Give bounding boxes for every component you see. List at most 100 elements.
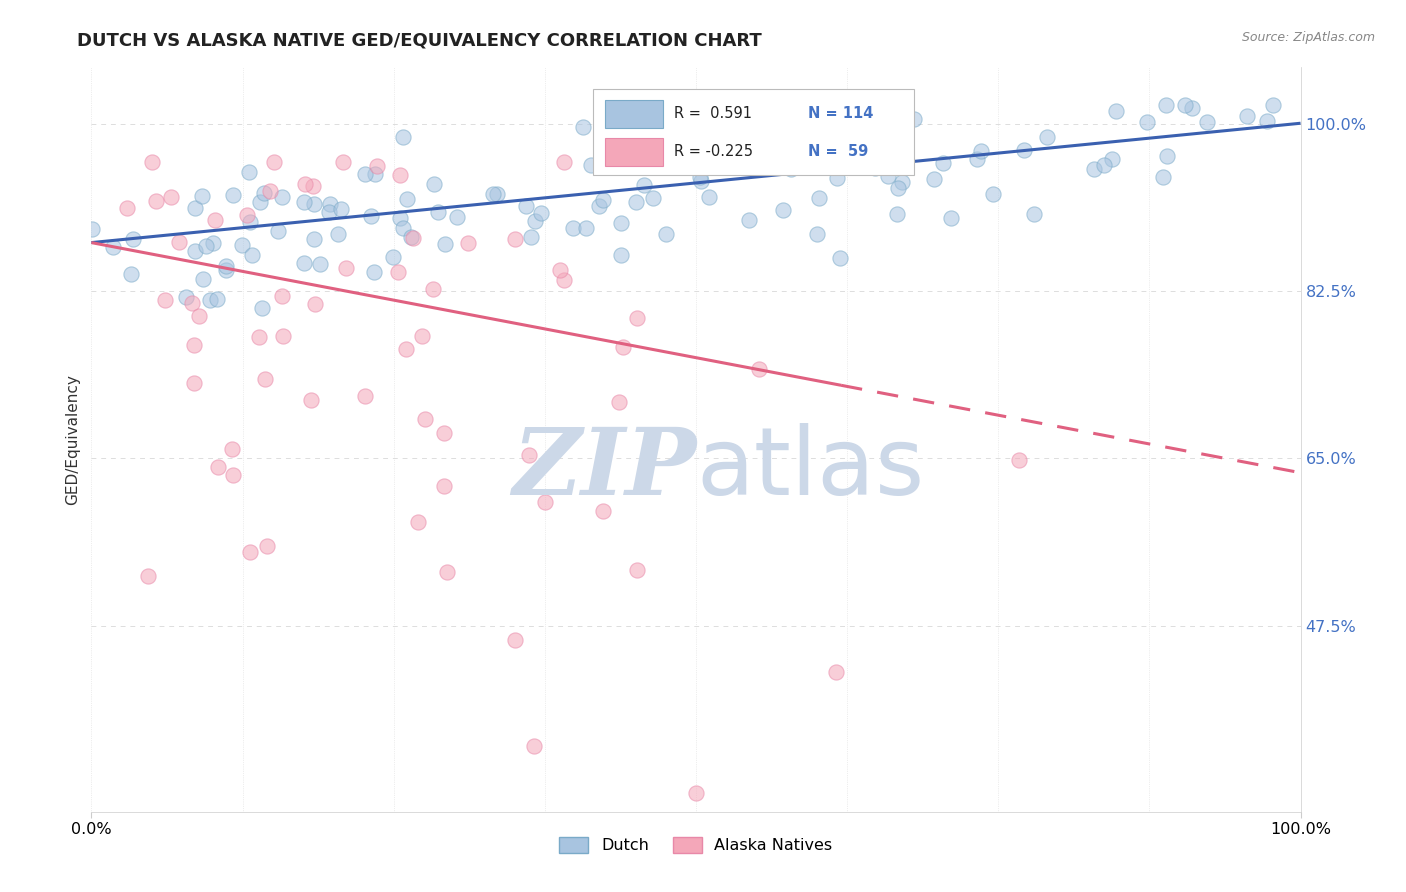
Point (259, 184, 281, 198)
Point (894, 101, 917, 115)
Point (145, 194, 167, 208)
Point (748, 362, 770, 376)
Point (848, 157, 870, 171)
Point (530, 206, 553, 220)
Text: R = -0.225: R = -0.225 (675, 145, 754, 160)
Point (395, 342, 418, 356)
Point (553, 272, 575, 286)
Point (592, 194, 614, 208)
Point (215, 259, 238, 273)
Point (690, 174, 713, 188)
Point (399, 229, 422, 244)
Point (801, 116, 824, 130)
Point (141, 155, 163, 169)
Point (654, 227, 676, 241)
Point (354, 167, 377, 181)
Point (247, 329, 270, 343)
Point (1236, 108, 1258, 122)
Point (434, 236, 457, 251)
Point (239, 215, 262, 229)
Text: ZIP: ZIP (512, 424, 696, 514)
Point (242, 248, 264, 262)
Point (519, 448, 541, 462)
Point (302, 178, 325, 193)
Point (697, 190, 720, 204)
Point (886, 207, 908, 221)
Legend: Dutch, Alaska Natives: Dutch, Alaska Natives (553, 830, 839, 860)
Point (808, 191, 831, 205)
Point (326, 227, 349, 241)
Point (329, 202, 352, 217)
Point (1036, 130, 1059, 145)
Point (115, 202, 138, 216)
Point (366, 159, 388, 173)
Point (207, 459, 229, 474)
Point (238, 164, 260, 178)
Y-axis label: GED/Equivalency: GED/Equivalency (65, 374, 80, 505)
Point (183, 338, 205, 352)
Point (395, 192, 418, 206)
Point (183, 201, 205, 215)
Point (1007, 453, 1029, 467)
Point (249, 194, 271, 209)
Point (364, 167, 387, 181)
Point (561, 221, 583, 235)
Point (792, 160, 814, 174)
Point (121, 267, 143, 281)
Point (181, 295, 204, 310)
Point (215, 263, 238, 277)
Point (381, 251, 404, 265)
Point (426, 205, 449, 219)
Point (772, 202, 794, 217)
Point (553, 155, 575, 169)
Point (548, 263, 571, 277)
Point (271, 190, 294, 204)
Point (231, 238, 253, 252)
Point (360, 210, 382, 224)
Point (1136, 114, 1159, 128)
FancyBboxPatch shape (605, 100, 664, 128)
Point (828, 251, 851, 265)
Point (457, 236, 479, 251)
Point (221, 442, 243, 457)
Point (588, 199, 610, 213)
Point (267, 224, 290, 238)
Point (609, 248, 631, 262)
Point (1092, 158, 1115, 172)
Point (82, 222, 104, 236)
Point (335, 261, 357, 276)
Point (626, 563, 648, 577)
Point (299, 392, 322, 407)
Point (624, 194, 647, 209)
Point (523, 213, 546, 227)
Point (332, 155, 354, 169)
Point (239, 544, 262, 558)
Point (433, 479, 456, 493)
Point (887, 180, 910, 194)
Point (302, 232, 325, 246)
Point (433, 426, 456, 441)
Point (138, 568, 160, 582)
Point (1197, 115, 1219, 129)
Point (612, 340, 634, 354)
Point (876, 169, 898, 184)
Point (1104, 104, 1126, 119)
Point (176, 290, 198, 304)
Point (387, 265, 409, 279)
Point (354, 389, 377, 403)
Point (184, 244, 207, 259)
Point (222, 187, 245, 202)
Point (363, 265, 385, 279)
Text: N = 114: N = 114 (808, 106, 873, 121)
Point (813, 158, 835, 172)
Point (689, 170, 711, 185)
Text: DUTCH VS ALASKA NATIVE GED/EQUIVALENCY CORRELATION CHART: DUTCH VS ALASKA NATIVE GED/EQUIVALENCY C… (77, 31, 762, 49)
Point (103, 240, 125, 254)
Point (626, 311, 648, 326)
Text: atlas: atlas (696, 423, 924, 515)
Point (392, 130, 415, 145)
Point (848, 128, 870, 142)
Point (446, 211, 468, 225)
Point (389, 168, 412, 182)
Point (411, 329, 433, 343)
